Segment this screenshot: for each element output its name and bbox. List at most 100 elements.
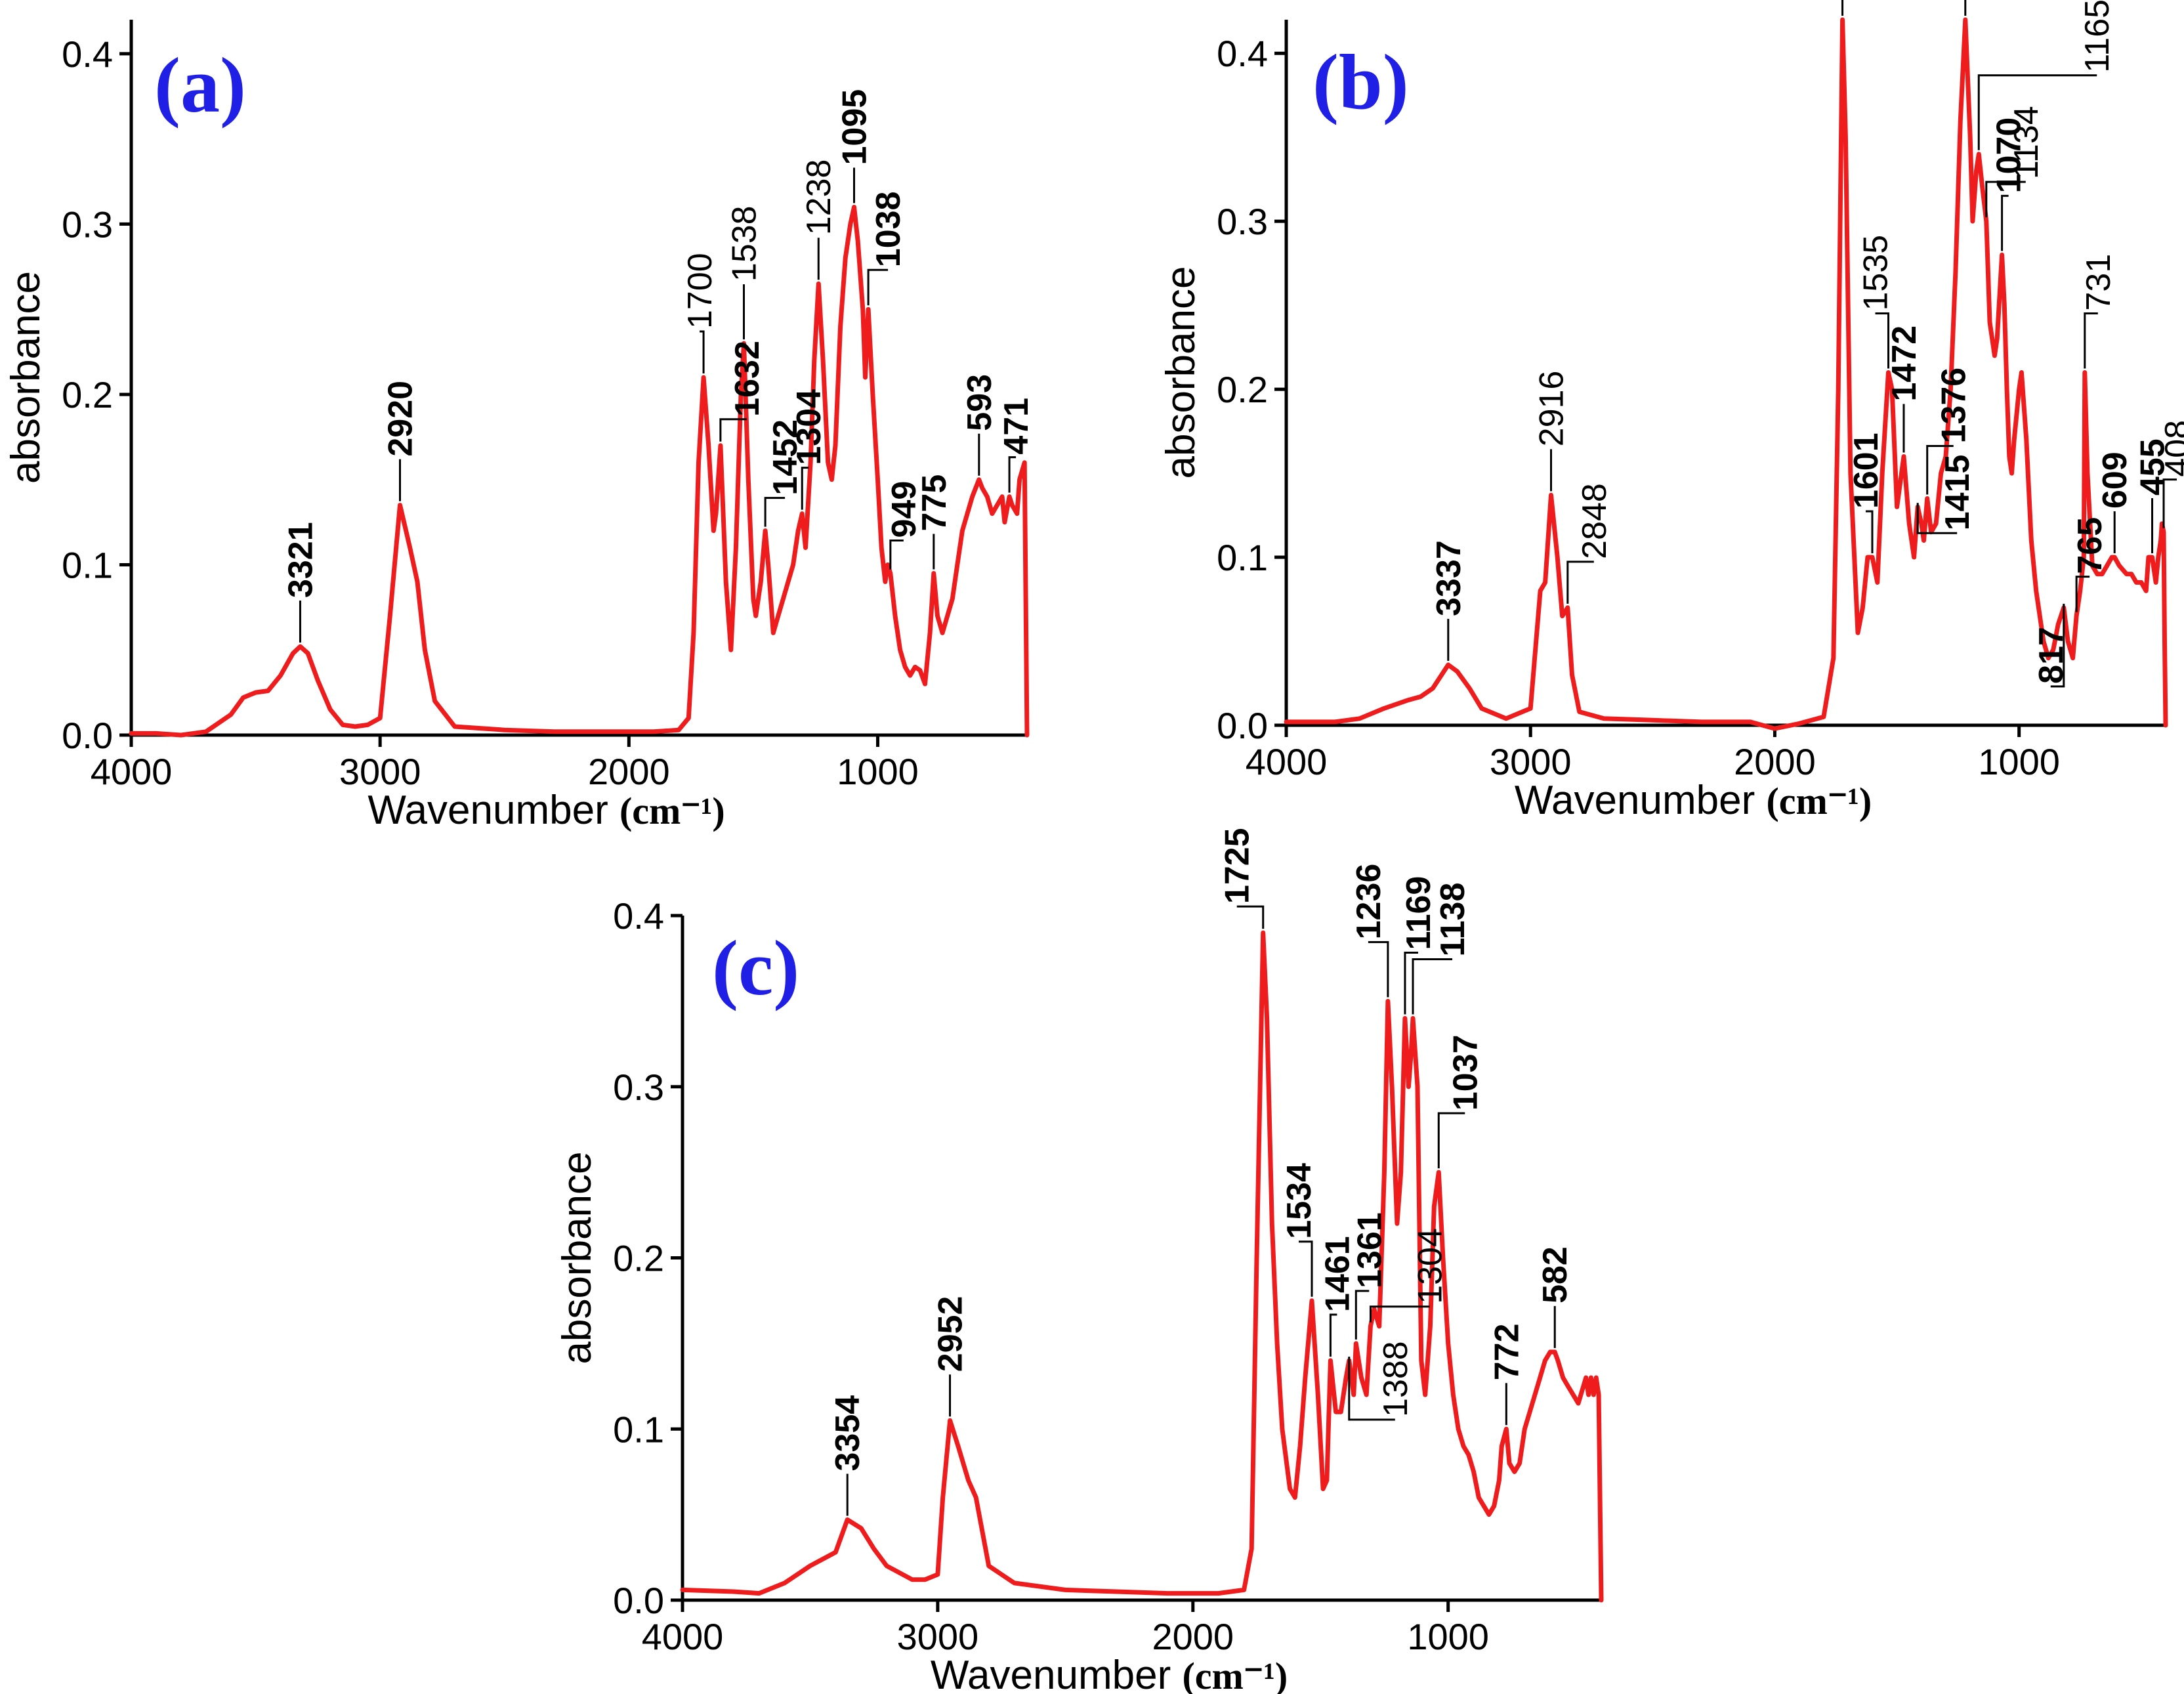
- y-tick-label: 0.2: [62, 374, 113, 415]
- peak-leader: [1437, 1112, 1465, 1169]
- peak-leader: [1566, 561, 1594, 604]
- panel-b: 4000 3000 2000 1000 0.0 0.1 0.2 0.3 0.4 Wavenumbe…: [1158, 0, 2184, 823]
- peak-label: 3354: [829, 1395, 867, 1472]
- peak-leader: [1841, 0, 1844, 16]
- peak-label: 1725: [1219, 828, 1257, 904]
- peak-leader: [764, 497, 786, 527]
- peak-leader: [1964, 0, 1967, 16]
- panel-label: (a): [154, 41, 246, 129]
- peak-label: 2952: [932, 1296, 970, 1372]
- peak-leader: [1865, 510, 1874, 554]
- x-tick-label: 4000: [642, 1616, 724, 1657]
- peak-leader: [2001, 194, 2009, 251]
- x-tick-label: 2000: [1152, 1616, 1234, 1657]
- peak-leader: [1875, 312, 1890, 369]
- y-tick-label: 0.4: [62, 33, 113, 75]
- peak-label: 455: [2134, 438, 2172, 496]
- panel-label: (c): [712, 924, 799, 1011]
- spectrum-line: [1284, 17, 2168, 731]
- x-tick-label: 1000: [837, 751, 919, 792]
- peak-leader: [1008, 456, 1017, 493]
- y-axis-title: absorbance: [555, 1151, 600, 1364]
- peak-label: 1632: [728, 341, 766, 417]
- peak-label: 775: [915, 475, 954, 532]
- peak-label: 1601: [1847, 433, 1885, 509]
- y-tick-label: 0.3: [62, 203, 113, 245]
- peak-leader: [889, 539, 904, 570]
- peak-leader: [1369, 1305, 1430, 1323]
- panel-label: (b): [1312, 38, 1409, 125]
- peak-label: 765: [2071, 517, 2109, 574]
- peak-label: 408: [2158, 420, 2184, 477]
- peak-leader: [2162, 478, 2177, 528]
- y-tick-label: 0.1: [1217, 537, 1268, 578]
- peak-leader: [2075, 576, 2090, 612]
- x-tick-label: 4000: [91, 751, 173, 792]
- peak-leader: [700, 330, 705, 373]
- peak-label: 772: [1488, 1323, 1526, 1380]
- peak-label: 731: [2080, 254, 2118, 311]
- peak-leader: [1916, 503, 1958, 534]
- x-tick-label: 2000: [1734, 741, 1816, 782]
- peak-label: 1700: [681, 253, 719, 329]
- peak-leader: [1404, 951, 1418, 1015]
- peak-label: 1037: [1446, 1034, 1484, 1111]
- peak-label: 1134: [2007, 106, 2046, 179]
- peak-label: 1534: [1280, 1163, 1318, 1239]
- peak-label: 1169: [1400, 876, 1438, 950]
- peak-label: 1388: [1377, 1341, 1415, 1417]
- peak-label: 1452: [766, 419, 805, 496]
- peak-leader: [2050, 603, 2065, 688]
- peak-label: 593: [961, 374, 999, 431]
- x-axis-title: Wavenumber (cm⁻¹): [1515, 778, 1872, 823]
- peak-label: 3337: [1430, 540, 1468, 616]
- panel-a: 4000 3000 2000 1000 0.0 0.1 0.2 0.3 0.4 Wavenumbe…: [3, 20, 1036, 833]
- y-tick-label: 0.1: [62, 544, 113, 585]
- peak-label: 1304: [790, 389, 828, 465]
- y-axis-title: absorbance: [1158, 266, 1204, 478]
- x-tick-label: 4000: [1246, 741, 1328, 782]
- x-tick-label: 3000: [339, 751, 421, 792]
- spectrum-line: [680, 930, 1604, 1603]
- y-tick-label: 0.2: [613, 1238, 664, 1279]
- peak-label: 2920: [382, 381, 420, 457]
- y-tick-label: 0.4: [1217, 33, 1268, 74]
- y-tick-label: 0.0: [1217, 705, 1268, 746]
- peak-label: 949: [885, 481, 923, 538]
- x-tick-label: 3000: [897, 1616, 979, 1657]
- peak-leader: [1368, 941, 1389, 998]
- y-axis-title: absorbance: [3, 271, 49, 484]
- peak-leader: [1348, 1356, 1395, 1421]
- y-tick-label: 0.3: [613, 1067, 664, 1108]
- peak-leader: [1412, 958, 1452, 1015]
- peak-leader: [1354, 1290, 1370, 1340]
- y-tick-label: 0.2: [1217, 369, 1268, 410]
- x-tick-label: 3000: [1490, 741, 1572, 782]
- peak-label: 1538: [726, 205, 764, 282]
- spectrum-line: [129, 205, 1030, 738]
- peak-label: 817: [2032, 627, 2070, 684]
- peak-leader: [1926, 444, 1954, 495]
- panel-c: 4000 3000 2000 1000 0.0 0.1 0.2 0.3 0.4 Wavenumbe…: [555, 828, 1604, 1694]
- peak-label: 582: [1536, 1246, 1574, 1303]
- peak-label: 1165: [2078, 0, 2116, 73]
- peak-leader: [867, 268, 889, 306]
- y-tick-label: 0.0: [62, 715, 113, 756]
- peak-leader: [801, 467, 809, 510]
- y-tick-label: 0.4: [613, 895, 664, 937]
- peak-label: 2916: [1532, 371, 1570, 447]
- peak-label: 3321: [282, 522, 320, 598]
- peak-label: 1138: [1434, 883, 1472, 957]
- x-tick-label: 1000: [1978, 741, 2060, 782]
- peak-label: 1415: [1939, 455, 1977, 531]
- peak-label: 1238: [800, 159, 838, 236]
- y-tick-label: 0.3: [1217, 201, 1268, 242]
- x-axis-title: Wavenumber (cm⁻¹): [368, 788, 724, 833]
- peak-label: 1376: [1935, 368, 1973, 444]
- peak-label: 1070: [1990, 117, 2028, 194]
- x-tick-label: 2000: [588, 751, 670, 792]
- peak-leader: [1236, 905, 1265, 929]
- peak-label: 1236: [1350, 864, 1388, 940]
- peak-label: 471: [998, 398, 1036, 455]
